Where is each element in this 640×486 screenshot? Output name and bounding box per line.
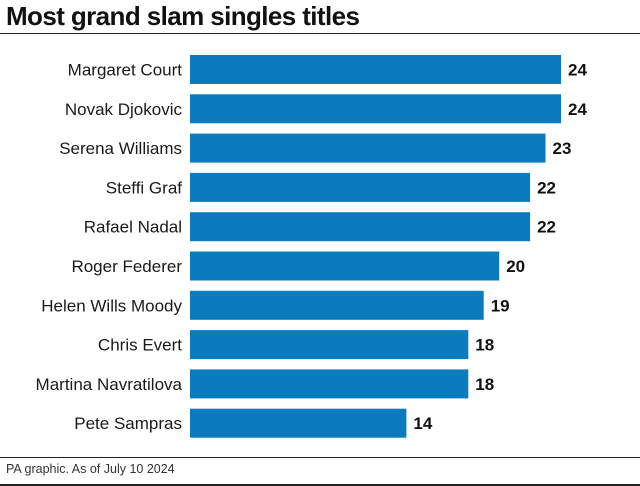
value-label-serena-williams: 23 — [553, 139, 572, 158]
footer-divider — [0, 457, 640, 458]
category-label-chris-evert: Chris Evert — [98, 336, 182, 355]
category-label-margaret-court: Margaret Court — [68, 61, 183, 80]
value-label-steffi-graf: 22 — [537, 178, 556, 197]
bar-serena-williams — [190, 133, 546, 163]
category-label-serena-williams: Serena Williams — [59, 139, 182, 158]
bar-roger-federer — [190, 251, 500, 281]
bar-rafael-nadal — [190, 212, 531, 242]
category-label-rafael-nadal: Rafael Nadal — [84, 218, 182, 237]
category-label-novak-djokovic: Novak Djokovic — [65, 100, 183, 119]
category-label-pete-sampras: Pete Sampras — [74, 414, 182, 433]
value-label-martina-navratilova: 18 — [475, 375, 494, 394]
value-label-chris-evert: 18 — [475, 336, 494, 355]
value-label-pete-sampras: 14 — [413, 414, 432, 433]
bar-martina-navratilova — [190, 369, 469, 399]
value-label-helen-wills-moody: 19 — [491, 296, 510, 315]
category-label-steffi-graf: Steffi Graf — [106, 178, 182, 197]
source-note: PA graphic. As of July 10 2024 — [6, 462, 175, 476]
value-label-margaret-court: 24 — [568, 61, 587, 80]
category-label-martina-navratilova: Martina Navratilova — [36, 375, 183, 394]
value-label-rafael-nadal: 22 — [537, 218, 556, 237]
value-label-novak-djokovic: 24 — [568, 100, 587, 119]
bar-chris-evert — [190, 330, 469, 360]
bar-helen-wills-moody — [190, 290, 484, 320]
category-label-roger-federer: Roger Federer — [71, 257, 182, 276]
bars-group — [190, 55, 561, 438]
bar-pete-sampras — [190, 408, 407, 438]
bar-novak-djokovic — [190, 94, 561, 124]
bar-margaret-court — [190, 55, 561, 84]
bar-steffi-graf — [190, 172, 531, 202]
bar-chart: Margaret Court Novak Djokovic Serena Willi… — [36, 55, 587, 438]
value-label-roger-federer: 20 — [506, 257, 525, 276]
bottom-divider — [0, 484, 640, 486]
title-divider — [0, 33, 640, 34]
value-labels: 24 24 23 22 22 20 19 18 18 14 — [413, 61, 587, 434]
chart-title: Most grand slam singles titles — [6, 1, 360, 31]
category-labels: Margaret Court Novak Djokovic Serena Willi… — [36, 61, 183, 434]
category-label-helen-wills-moody: Helen Wills Moody — [41, 296, 182, 315]
